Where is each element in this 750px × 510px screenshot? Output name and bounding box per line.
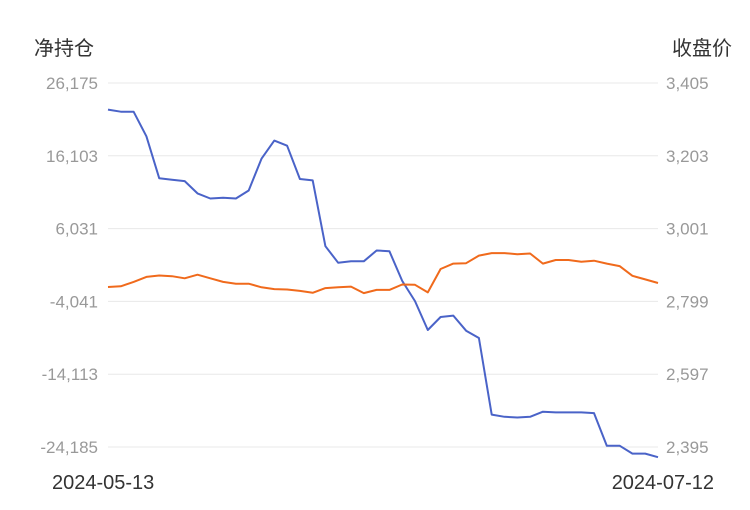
close-price-line [107, 252, 659, 295]
left-tick-label: 16,103 [46, 147, 98, 166]
left-tick-label: -14,113 [42, 365, 98, 384]
left-tick-label: 26,175 [46, 74, 98, 93]
net-position-line [107, 108, 659, 459]
right-tick-label: 2,395 [666, 438, 709, 457]
x-start-label: 2024-05-13 [52, 472, 154, 494]
right-axis-ticks: 3,405 3,203 3,001 2,799 2,597 2,395 [666, 74, 709, 457]
right-tick-label: 2,799 [666, 292, 709, 311]
right-tick-label: 3,001 [666, 220, 709, 239]
right-axis-title: 收盘价 [672, 37, 732, 60]
left-axis-title: 净持仓 [34, 37, 94, 60]
series-lines [107, 108, 659, 459]
x-end-label: 2024-07-12 [612, 472, 714, 494]
left-tick-label: 6,031 [55, 220, 98, 239]
left-axis-ticks: 26,175 16,103 6,031 -4,041 -14,113 -24,185 [40, 74, 98, 457]
right-tick-label: 3,405 [666, 74, 709, 93]
gridlines [108, 82, 658, 448]
right-tick-label: 3,203 [666, 147, 709, 166]
left-tick-label: -24,185 [40, 438, 98, 457]
right-tick-label: 2,597 [666, 365, 709, 384]
left-tick-label: -4,041 [50, 292, 98, 311]
